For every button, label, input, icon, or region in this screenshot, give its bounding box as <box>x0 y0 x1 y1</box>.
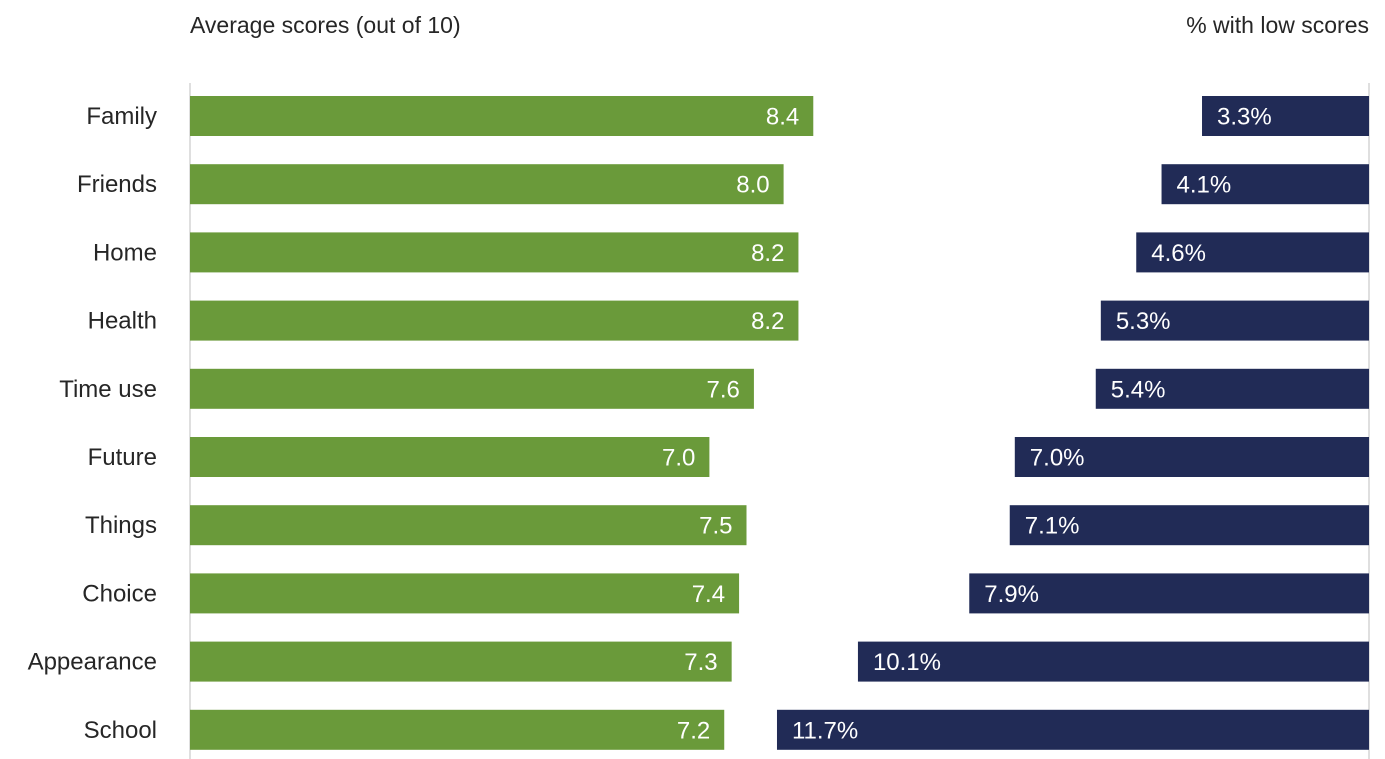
low-score-bar <box>1009 505 1369 546</box>
low-score-value-label: 7.1% <box>1025 513 1080 540</box>
score-bar <box>190 164 784 205</box>
category-label: Family <box>86 103 157 130</box>
low-score-value-label: 5.4% <box>1111 376 1166 403</box>
score-bar <box>190 368 754 409</box>
score-value-label: 7.6 <box>707 376 740 403</box>
low-score-value-label: 7.0% <box>1030 445 1085 472</box>
low-score-bar <box>776 709 1369 750</box>
low-score-bar <box>1136 232 1369 273</box>
score-bar <box>190 232 799 273</box>
score-value-label: 7.4 <box>692 581 725 608</box>
score-value-label: 7.0 <box>662 445 695 472</box>
low-score-value-label: 11.7% <box>792 717 858 744</box>
score-bar <box>190 709 725 750</box>
low-score-value-label: 3.3% <box>1217 104 1272 131</box>
low-score-bar <box>1100 300 1369 341</box>
score-value-label: 7.2 <box>677 717 710 744</box>
category-label: Health <box>88 308 157 335</box>
category-label: Future <box>88 444 157 471</box>
low-score-value-label: 10.1% <box>873 649 941 676</box>
score-bar <box>190 437 710 477</box>
score-value-label: 7.5 <box>699 513 732 540</box>
category-label: Appearance <box>28 649 157 676</box>
score-bar <box>190 505 747 546</box>
score-bar <box>190 96 814 136</box>
low-score-bar <box>1202 96 1369 136</box>
low-score-value-label: 4.1% <box>1177 172 1232 199</box>
low-score-bar <box>969 573 1369 614</box>
low-score-bar <box>857 641 1369 682</box>
score-value-label: 8.0 <box>736 172 769 199</box>
low-score-bar <box>1095 368 1369 409</box>
low-score-value-label: 4.6% <box>1151 240 1206 267</box>
score-bar <box>190 300 799 341</box>
score-value-label: 8.4 <box>766 104 799 131</box>
score-bar <box>190 641 732 682</box>
category-label: Choice <box>82 580 157 607</box>
category-label: School <box>84 717 157 744</box>
low-score-bar <box>1161 164 1369 205</box>
score-value-label: 7.3 <box>684 649 717 676</box>
category-label: Time use <box>59 376 157 403</box>
score-value-label: 8.2 <box>751 308 784 335</box>
left-chart-title: Average scores (out of 10) <box>190 12 461 38</box>
low-score-value-label: 7.9% <box>984 581 1039 608</box>
score-value-label: 8.2 <box>751 240 784 267</box>
right-chart-title: % with low scores <box>1186 12 1369 38</box>
category-label: Things <box>85 512 157 539</box>
category-label: Home <box>93 239 157 266</box>
category-label: Friends <box>77 171 157 198</box>
score-bar <box>190 573 740 614</box>
low-score-value-label: 5.3% <box>1116 308 1171 335</box>
low-score-bar <box>1014 437 1369 477</box>
